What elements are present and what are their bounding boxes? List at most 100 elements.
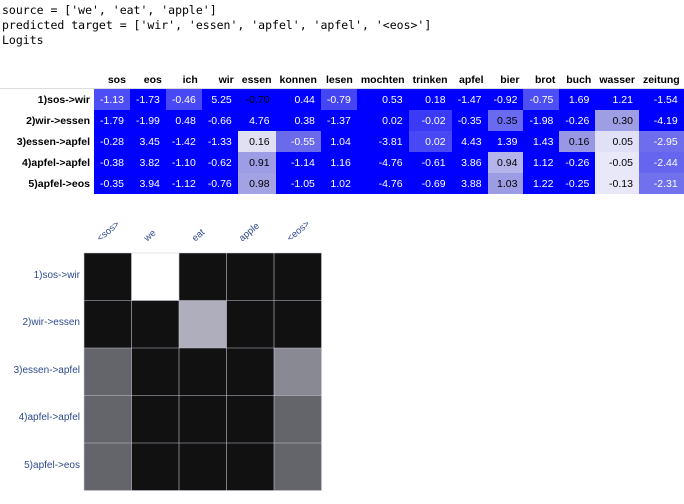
column-header: zeitung bbox=[638, 72, 684, 89]
heatmap-cell bbox=[84, 395, 132, 443]
table-cell: 0.44 bbox=[275, 88, 321, 110]
table-cell: -0.26 bbox=[559, 152, 596, 173]
table-cell: 0.02 bbox=[356, 110, 409, 131]
row-header: 2)wir->essen bbox=[26, 114, 90, 127]
column-header: brot bbox=[523, 72, 560, 89]
table-cell: 0.53 bbox=[356, 88, 409, 110]
table-cell: -0.79 bbox=[320, 88, 357, 110]
table-row: 4)apfel->apfel -0.38 3.82 -1.10 -0.62 0.91 -1.… bbox=[0, 152, 684, 173]
table-cell: -0.46 bbox=[165, 88, 202, 110]
table-cell: -1.05 bbox=[275, 173, 321, 194]
column-header: trinken bbox=[408, 72, 452, 89]
row-header: 3)essen->apfel bbox=[16, 135, 90, 148]
table-cell: -0.92 bbox=[487, 88, 524, 110]
table-cell: 0.35 bbox=[487, 110, 524, 131]
heatmap-cell bbox=[226, 253, 274, 301]
table-cell: 1.12 bbox=[523, 152, 560, 173]
table-cell: -0.66 bbox=[201, 110, 238, 131]
table-cell: -1.47 bbox=[451, 88, 488, 110]
table-cell: -0.62 bbox=[201, 152, 238, 173]
table-cell: -0.28 bbox=[94, 131, 130, 152]
heatmap-cell bbox=[274, 253, 322, 301]
row-header: 5)apfel->eos bbox=[28, 177, 90, 190]
table-cell: -3.81 bbox=[356, 131, 409, 152]
row-header: 1)sos->wir bbox=[37, 93, 90, 106]
table-cell: -1.14 bbox=[275, 152, 321, 173]
column-header: essen bbox=[237, 72, 276, 89]
column-header: konnen bbox=[275, 72, 321, 89]
heatmap-cell bbox=[131, 300, 179, 348]
heatmap-cell bbox=[131, 443, 179, 491]
table-cell: 4.76 bbox=[237, 110, 276, 131]
table-cell: -1.33 bbox=[201, 131, 238, 152]
table-cell: -0.05 bbox=[595, 152, 639, 173]
heatmap-cell bbox=[274, 300, 322, 348]
heatmap-cell bbox=[226, 348, 274, 396]
table-cell: 1.04 bbox=[320, 131, 357, 152]
table-row: 1)sos->wir -1.13 -1.73 -0.46 5.25 -0.70 0.44 -0… bbox=[0, 88, 684, 110]
table-cell: 1.43 bbox=[523, 131, 560, 152]
table-cell: -0.35 bbox=[94, 173, 130, 194]
heatmap-cell bbox=[179, 348, 227, 396]
table-row: 2)wir->essen -1.79 -1.99 0.48 -0.66 4.76 0.38-… bbox=[0, 110, 684, 131]
heatmap-canvas bbox=[83, 252, 322, 491]
column-header: buch bbox=[559, 72, 596, 89]
table-cell: -1.99 bbox=[129, 110, 166, 131]
table-cell: -1.42 bbox=[165, 131, 202, 152]
row-header: 4)apfel->apfel bbox=[22, 156, 90, 169]
column-header: bier bbox=[487, 72, 524, 89]
table-row: 5)apfel->eos -0.35 3.94 -1.12 -0.76 0.98 -1.05… bbox=[0, 173, 684, 194]
table-cell: 3.82 bbox=[129, 152, 166, 173]
table-cell: -0.26 bbox=[559, 110, 596, 131]
table-cell: 0.16 bbox=[237, 131, 276, 152]
table-row: 3)essen->apfel -0.28 3.45 -1.42 -1.33 0.16 -0.… bbox=[0, 131, 684, 152]
table-cell: 3.94 bbox=[129, 173, 166, 194]
table-cell: 0.48 bbox=[165, 110, 202, 131]
heatmap-cell bbox=[274, 395, 322, 443]
heatmap-cell bbox=[226, 300, 274, 348]
attention-heatmap: 1)sos->wir 2)wir->essen 3)essen->apfel 4)ap… bbox=[0, 215, 340, 504]
table-cell: 1.22 bbox=[523, 173, 560, 194]
logits-table: sos eos ich wir essen konnen lesen mochten trink… bbox=[0, 72, 684, 194]
table-cell: -0.55 bbox=[275, 131, 321, 152]
table-cell: -4.19 bbox=[638, 110, 684, 131]
table-cell: -1.54 bbox=[638, 88, 684, 110]
table-cell: -0.13 bbox=[595, 173, 639, 194]
heatmap-cell bbox=[84, 300, 132, 348]
table-cell: 1.03 bbox=[487, 173, 524, 194]
heatmap-cell bbox=[226, 443, 274, 491]
column-header: ich bbox=[165, 72, 202, 89]
table-cell: -2.44 bbox=[638, 152, 684, 173]
table-cell: -0.25 bbox=[559, 173, 596, 194]
logits-header-row: sos eos ich wir essen konnen lesen mochten trink… bbox=[0, 72, 684, 89]
y-tick-label: 4)apfel->apfel bbox=[18, 412, 80, 424]
table-cell: 0.91 bbox=[237, 152, 276, 173]
column-header: sos bbox=[94, 72, 130, 89]
table-cell: 0.98 bbox=[237, 173, 276, 194]
heatmap-cell bbox=[84, 443, 132, 491]
table-cell: -0.35 bbox=[451, 110, 488, 131]
table-cell: 1.21 bbox=[595, 88, 639, 110]
logits-body: 1)sos->wir -1.13 -1.73 -0.46 5.25 -0.70 0.44 -0… bbox=[0, 88, 684, 194]
y-tick-label: 5)apfel->eos bbox=[24, 459, 80, 471]
table-cell: -1.13 bbox=[94, 88, 130, 110]
table-cell: 0.05 bbox=[595, 131, 639, 152]
table-cell: -1.10 bbox=[165, 152, 202, 173]
column-header: eos bbox=[129, 72, 166, 89]
table-cell: -1.73 bbox=[129, 88, 166, 110]
table-cell: -4.76 bbox=[356, 152, 409, 173]
table-cell: -2.31 bbox=[638, 173, 684, 194]
heatmap-cell bbox=[179, 253, 227, 301]
source-line: source = ['we', 'eat', 'apple'] bbox=[2, 3, 217, 17]
table-cell: 3.86 bbox=[451, 152, 488, 173]
column-header: mochten bbox=[356, 72, 409, 89]
table-cell: 5.25 bbox=[201, 88, 238, 110]
table-cell: 1.39 bbox=[487, 131, 524, 152]
y-tick-label: 2)wir->essen bbox=[22, 317, 80, 329]
table-cell: 0.94 bbox=[487, 152, 524, 173]
corner-header bbox=[0, 72, 94, 89]
table-cell: 0.16 bbox=[559, 131, 596, 152]
heatmap-cell bbox=[131, 253, 179, 301]
column-header: wasser bbox=[595, 72, 639, 89]
column-header: apfel bbox=[451, 72, 488, 89]
